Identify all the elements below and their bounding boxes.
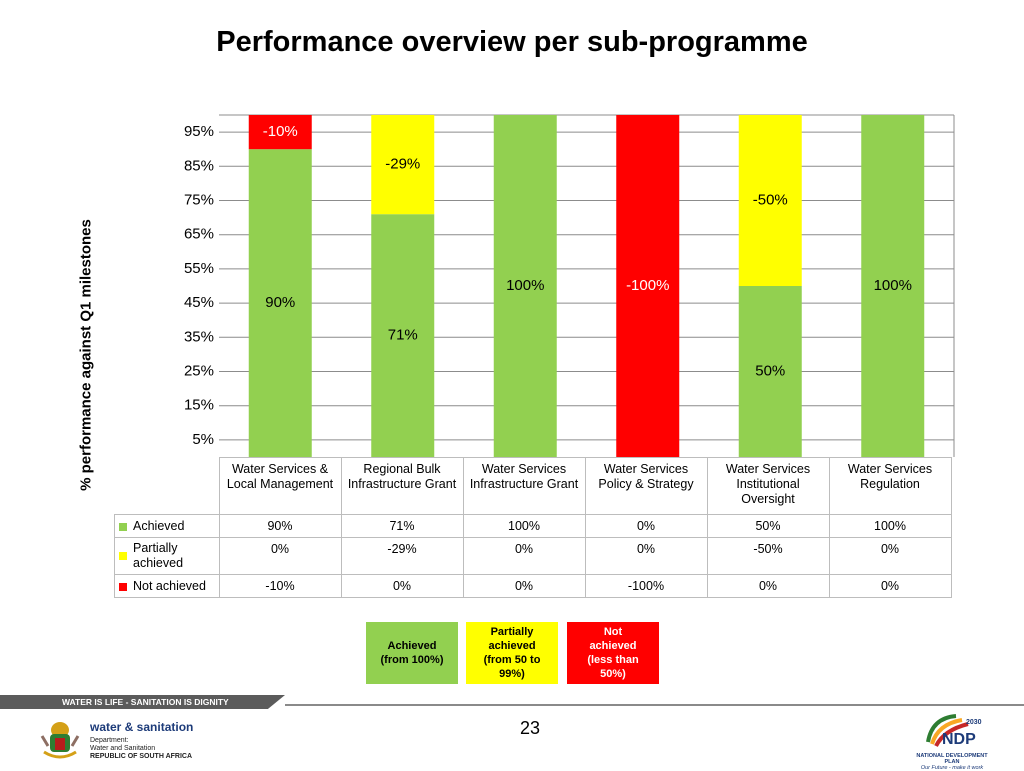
bar-segment xyxy=(371,115,435,215)
table-category-cell: Water Services Institutional Oversight xyxy=(706,457,830,515)
legend-box-achieved: Achieved (from 100%) xyxy=(366,622,458,684)
table-cell: 0% xyxy=(828,574,952,598)
table-category-row: Water Services & Local Management Regiona… xyxy=(114,457,952,515)
table-cell: 0% xyxy=(706,574,830,598)
bar-segment xyxy=(371,214,435,457)
bar-segment xyxy=(616,115,680,457)
svg-text:2030: 2030 xyxy=(966,719,982,726)
y-tick-label: 35% xyxy=(184,328,214,345)
bar-segment xyxy=(738,286,802,457)
table-cell: -29% xyxy=(340,537,464,575)
y-tick-label: 95% xyxy=(184,123,214,140)
table-row-header: Not achieved xyxy=(114,574,220,598)
bar-data-label: -29% xyxy=(385,156,420,173)
table-cell: 90% xyxy=(218,514,342,538)
bar-segment xyxy=(493,115,557,457)
bar-data-label: 50% xyxy=(755,362,785,379)
table-row-achieved: Achieved 90% 71% 100% 0% 50% 100% xyxy=(114,514,952,538)
table-category-cell: Water Services Regulation xyxy=(828,457,952,515)
table-cell: -100% xyxy=(584,574,708,598)
y-tick-label: 25% xyxy=(184,362,214,379)
bar-data-label: 90% xyxy=(265,294,295,311)
stacked-bar-chart: 95% 85% 75% 65% 55% 45% 35% 25% 15% 5% 90% -10% 71% -… xyxy=(184,114,955,457)
table-cell: 100% xyxy=(828,514,952,538)
table-cell: 0% xyxy=(340,574,464,598)
bar-data-label: -10% xyxy=(263,123,298,140)
legend-box-not-achieved: Not achieved (less than 50%) xyxy=(567,622,659,684)
footer-slogan-bar: WATER IS LIFE - SANITATION IS DIGNITY xyxy=(0,695,285,709)
table-cell: 0% xyxy=(462,574,586,598)
page-title: Performance overview per sub-programme xyxy=(216,26,808,58)
bar-data-label: 100% xyxy=(874,277,912,294)
table-cell: 0% xyxy=(218,537,342,575)
ndp-emblem: 2030 NDP xyxy=(926,714,982,748)
table-row-partially-achieved: Partially achieved 0% -29% 0% 0% -50% 0% xyxy=(114,537,952,575)
y-tick-label: 75% xyxy=(184,191,214,208)
table-cell: 0% xyxy=(584,514,708,538)
table-cell: 0% xyxy=(584,537,708,575)
table-category-cell: Regional Bulk Infrastructure Grant xyxy=(340,457,464,515)
bar-segment xyxy=(248,115,312,150)
bar-data-label: -50% xyxy=(753,191,788,208)
table-corner xyxy=(114,457,220,515)
bar-data-label: 71% xyxy=(388,327,418,344)
table-cell: 50% xyxy=(706,514,830,538)
table-row-not-achieved: Not achieved -10% 0% 0% -100% 0% 0% xyxy=(114,574,952,598)
table-category-cell: Water Services Infrastructure Grant xyxy=(462,457,586,515)
y-tick-label: 65% xyxy=(184,226,214,243)
y-tick-label: 45% xyxy=(184,294,214,311)
table-category-cell: Water Services & Local Management xyxy=(218,457,342,515)
page-number: 23 xyxy=(520,718,541,738)
y-tick-label: 15% xyxy=(184,397,214,414)
y-tick-label: 85% xyxy=(184,157,214,174)
bar-data-label: 100% xyxy=(506,277,544,294)
table-cell: -10% xyxy=(218,574,342,598)
table-cell: 0% xyxy=(828,537,952,575)
department-logo: water & sanitation Department: Water and… xyxy=(90,720,194,760)
department-brand: water & sanitation xyxy=(90,720,194,734)
table-row-header: Achieved xyxy=(114,514,220,538)
y-tick-label: 55% xyxy=(184,260,214,277)
footer-divider xyxy=(285,704,1024,706)
bar-segment xyxy=(738,115,802,286)
table-row-header: Partially achieved xyxy=(114,537,220,575)
table-category-cell: Water Services Policy & Strategy xyxy=(584,457,708,515)
bar-data-label: -100% xyxy=(626,277,669,294)
svg-text:NDP: NDP xyxy=(942,731,976,748)
legend-swatch-partially-achieved xyxy=(119,552,127,560)
table-cell: -50% xyxy=(706,537,830,575)
coat-of-arms-logo xyxy=(36,716,84,767)
table-cell: 0% xyxy=(462,537,586,575)
ndp-logo: 2030 NDP NATIONAL DEVELOPMENT PLAN Our F… xyxy=(912,712,992,771)
bar-segment xyxy=(861,115,925,457)
legend-swatch-achieved xyxy=(119,522,127,531)
legend-box-partially-achieved: Partially achieved (from 50 to 99%) xyxy=(466,622,558,684)
table-cell: 71% xyxy=(340,514,464,538)
legend-swatch-not-achieved xyxy=(119,582,127,591)
data-table: Water Services & Local Management Regiona… xyxy=(114,457,952,598)
y-tick-label: 5% xyxy=(192,431,214,448)
table-cell: 100% xyxy=(462,514,586,538)
bar-segment xyxy=(248,149,312,457)
